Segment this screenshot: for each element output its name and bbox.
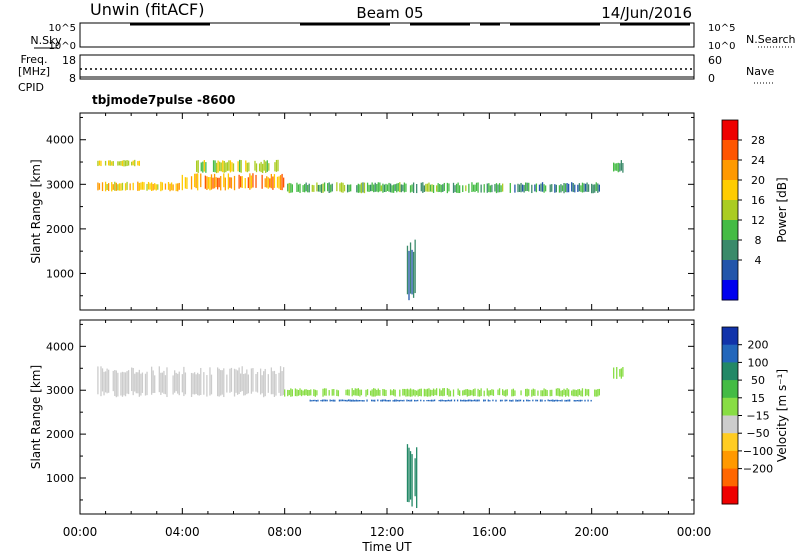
plot-frame — [79, 319, 695, 515]
y-tick-label: 4000 — [46, 340, 74, 353]
nave-tick-high: 60 — [708, 54, 722, 67]
freq-unit-label: [MHz] — [18, 65, 50, 78]
y-tick-label: 2000 — [46, 428, 74, 441]
y-tick-label: 1000 — [46, 267, 74, 280]
colorbar-tick-label: 28 — [751, 134, 765, 147]
freq-label: Freq. — [20, 53, 47, 66]
colorbar-swatch — [722, 433, 738, 452]
noise-tick-low-left: 10^0 — [49, 41, 76, 52]
x-tick-label: 20:00 — [574, 525, 609, 539]
colorbar-tick-label: −50 — [746, 427, 769, 440]
colorbar-swatch — [722, 140, 738, 161]
colorbar-swatch — [722, 362, 738, 381]
colorbar-tick-label: 16 — [751, 194, 765, 207]
colorbar-tick-label: 20 — [751, 174, 765, 187]
nsearch-label: N.Search — [746, 33, 796, 46]
colorbar-swatch — [722, 344, 738, 363]
colorbar-tick-label: 50 — [751, 374, 765, 387]
time-axis: 00:00 04:00 08:00 12:00 16:00 20:00 00:00 Time … — [63, 525, 712, 554]
colorbar-tick-label: 200 — [748, 339, 769, 352]
date-title: 14/Jun/2016 — [601, 4, 692, 22]
colorbar-tick-label: 8 — [755, 234, 762, 247]
x-axis-label: Time UT — [361, 540, 412, 554]
colorbar-swatch — [722, 200, 738, 221]
colorbar-swatch — [722, 280, 738, 301]
x-tick-label: 12:00 — [370, 525, 405, 539]
noise-tick-high-left: 10^5 — [49, 23, 76, 34]
noise-tick-low-right: 10^0 — [708, 41, 735, 52]
colorbar-tick-label: 15 — [751, 392, 765, 405]
colorbar-swatch — [722, 260, 738, 281]
y-tick-label: 3000 — [46, 384, 74, 397]
freq-tick-low: 8 — [69, 72, 76, 85]
colorbar-swatch — [722, 180, 738, 201]
colorbar-swatch — [722, 486, 738, 505]
colorbar-swatch — [722, 450, 738, 470]
colorbar-swatch — [722, 160, 738, 181]
cpid-value: tbjmode7pulse -8600 — [92, 93, 235, 107]
nave-tick-low: 0 — [708, 72, 715, 85]
x-tick-label: 08:00 — [267, 525, 302, 539]
colorbar-label: Velocity [m s⁻¹] — [775, 369, 789, 462]
colorbar-tick-label: 100 — [748, 356, 769, 369]
colorbar-tick-label: 24 — [751, 154, 765, 167]
noise-panel: N.Sky 10^5 10^0 10^5 10^0 N.Search — [30, 22, 796, 52]
colorbar-swatch — [722, 220, 738, 241]
y-tick-label: 3000 — [46, 178, 74, 191]
x-tick-label: 16:00 — [472, 525, 507, 539]
noise-tick-high-right: 10^5 — [708, 23, 735, 34]
freq-tick-high: 18 — [62, 54, 76, 67]
x-tick-label: 00:00 — [677, 525, 712, 539]
y-tick-label: 4000 — [46, 134, 74, 147]
colorbar-label: Power [dB] — [775, 177, 789, 242]
y-tick-label: 2000 — [46, 223, 74, 236]
colorbar-swatch — [722, 415, 738, 434]
colorbar-tick-label: −100 — [743, 445, 773, 458]
y-axis-label: Slant Range [km] — [29, 159, 43, 263]
colorbar-tick-label: −15 — [746, 410, 769, 423]
colorbar-swatch — [722, 380, 738, 399]
plot-frame — [79, 112, 695, 311]
nsky-label: N.Sky — [30, 34, 62, 47]
x-tick-label: 04:00 — [165, 525, 200, 539]
y-axis-label: Slant Range [km] — [29, 365, 43, 469]
cpid-label: CPID — [18, 81, 44, 94]
freq-nave-panel: Freq. [MHz] CPID 18 8 60 0 Nave — [18, 53, 775, 94]
colorbar-frame — [721, 119, 739, 301]
colorbar-tick-label: −200 — [743, 463, 773, 476]
beam-title: Beam 05 — [356, 4, 423, 22]
colorbar-swatch — [722, 327, 738, 346]
colorbar-tick-label: 12 — [751, 214, 765, 227]
colorbar-swatch — [722, 240, 738, 261]
colorbar-swatch — [722, 397, 738, 416]
station-title: Unwin (fitACF) — [90, 0, 204, 19]
y-tick-label: 1000 — [46, 472, 74, 485]
colorbar-swatch — [722, 468, 738, 487]
colorbar-tick-label: 4 — [755, 254, 762, 267]
x-tick-label: 00:00 — [63, 525, 98, 539]
nave-label: Nave — [746, 65, 774, 78]
colorbar-swatch — [722, 120, 738, 141]
